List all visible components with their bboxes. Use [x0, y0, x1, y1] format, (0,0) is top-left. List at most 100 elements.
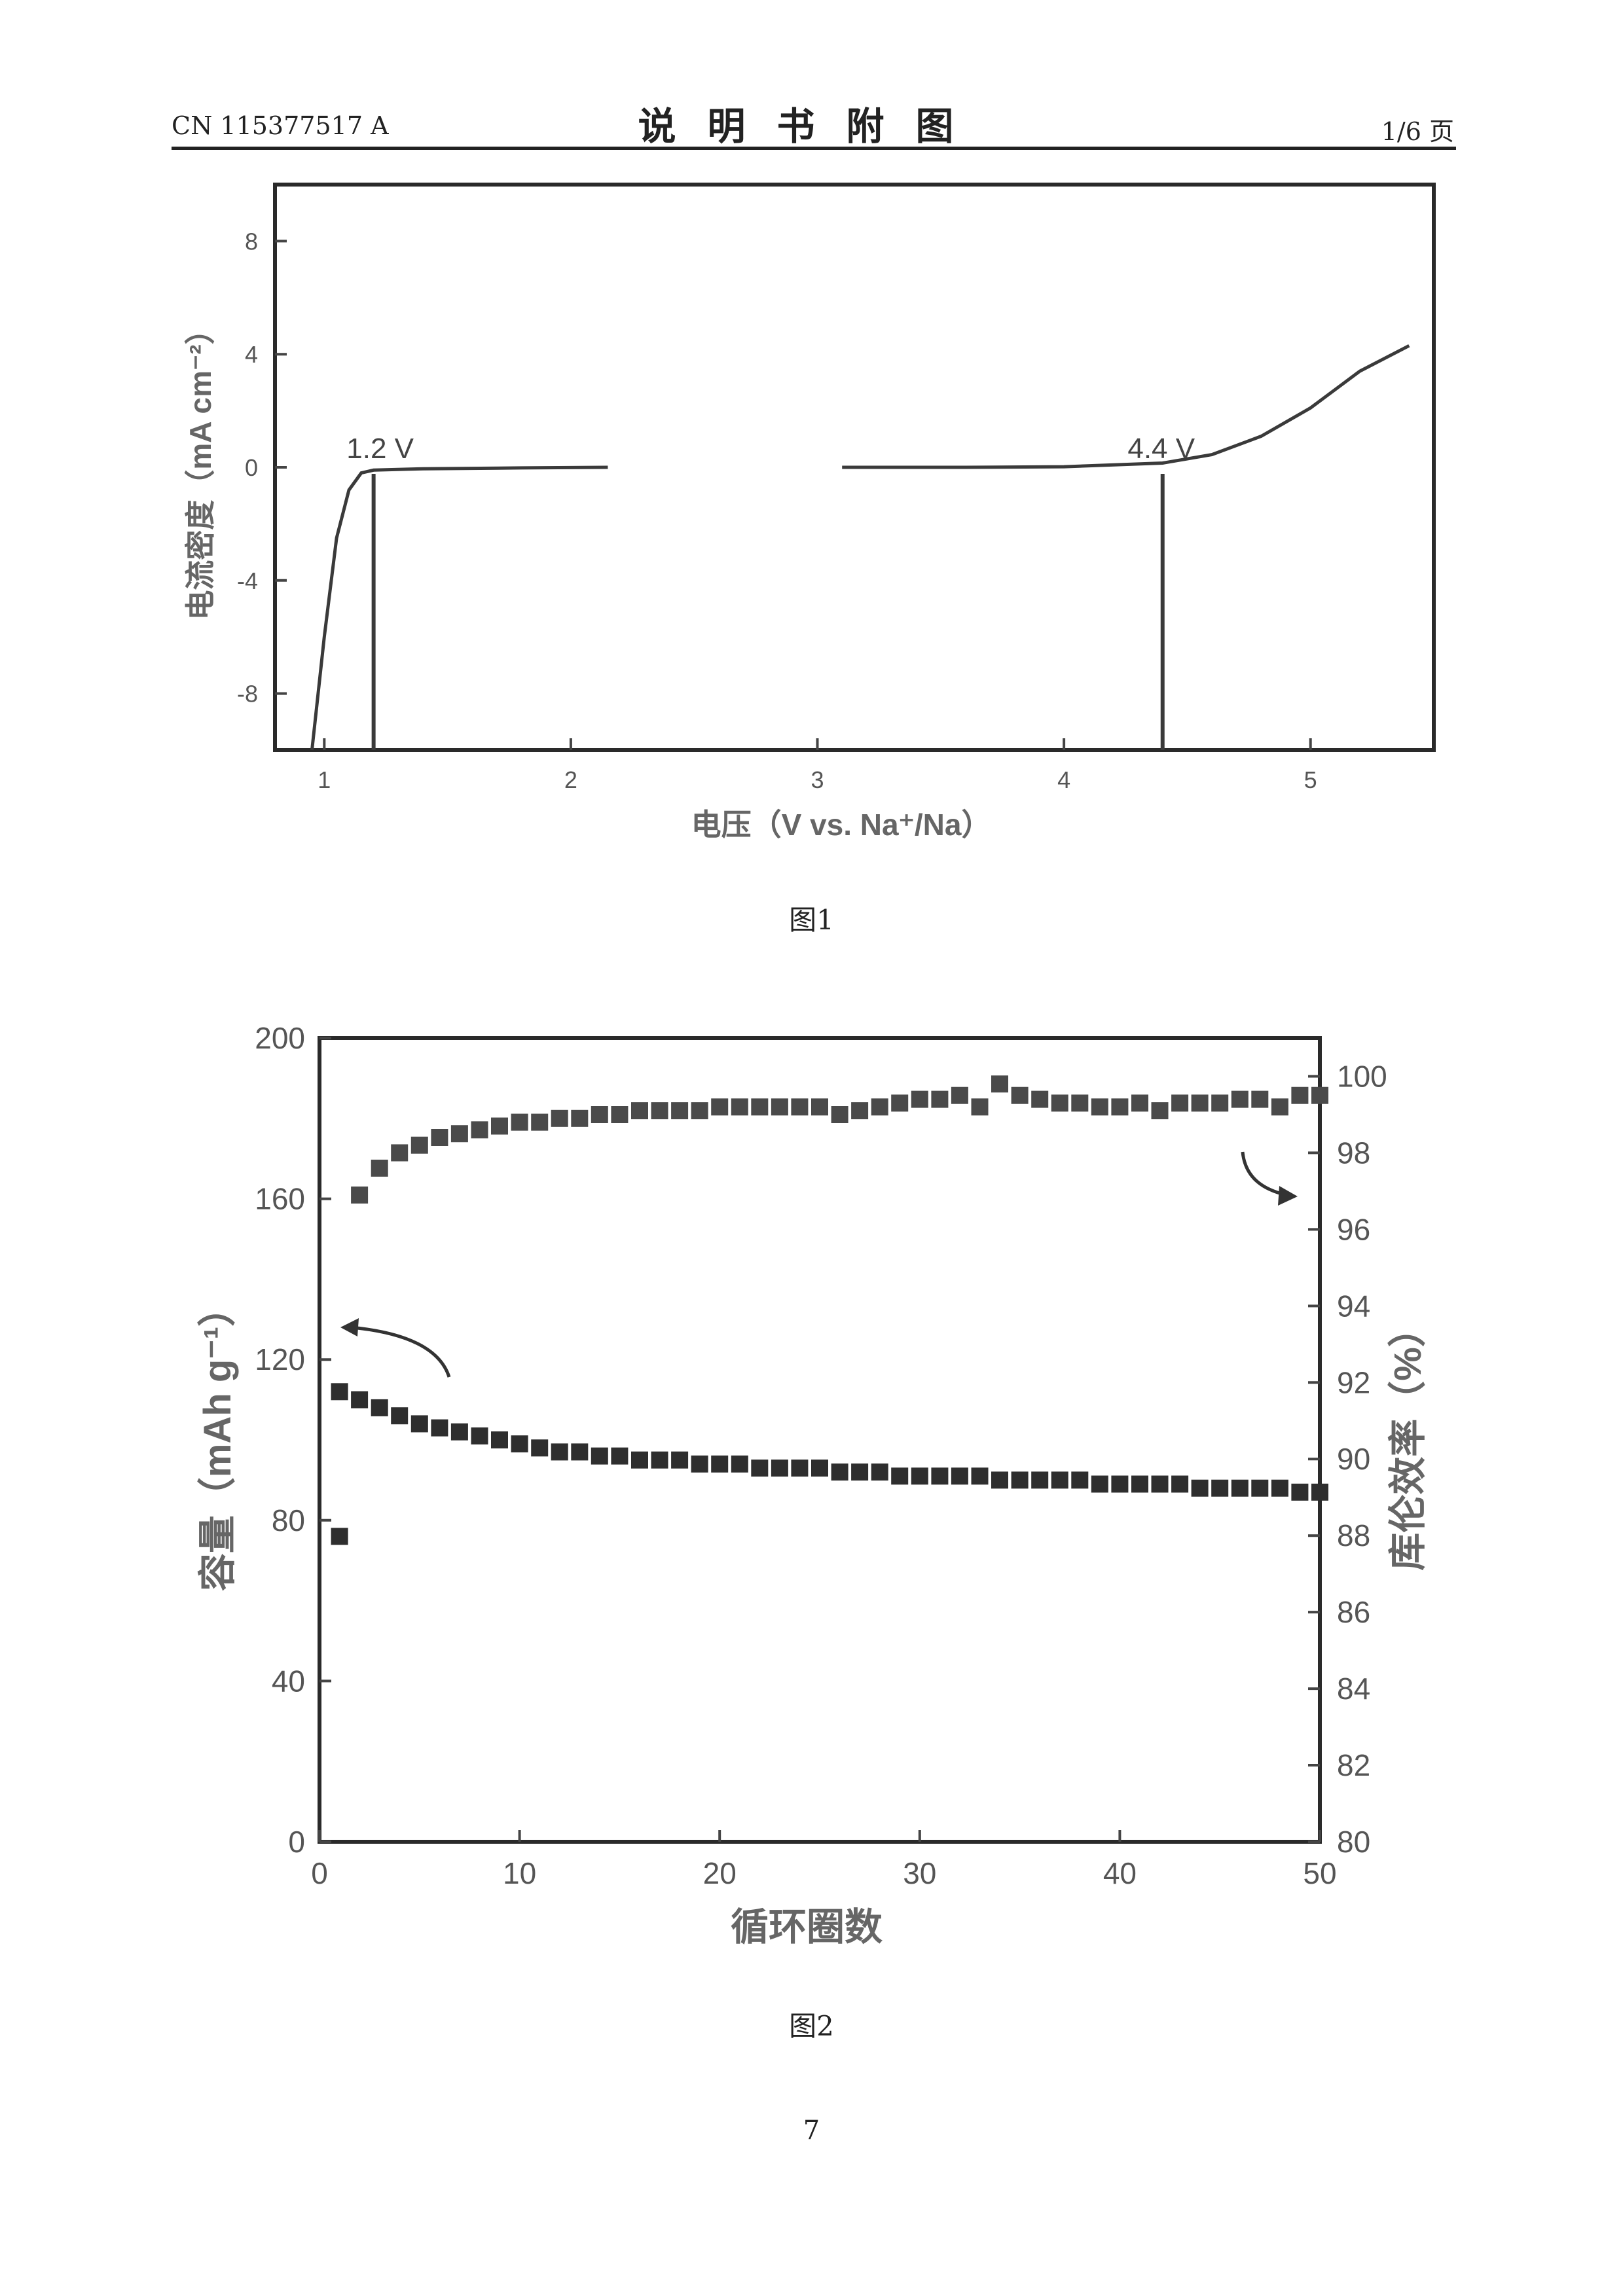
fig2-x-axis-title: 循环圈数 [731, 1906, 883, 1948]
fig1-marker-label: 4.4 V [1127, 433, 1195, 465]
fig2-point [1291, 1483, 1309, 1501]
fig2-point [1071, 1094, 1089, 1112]
fig2-y2-tick-label: 88 [1337, 1518, 1370, 1552]
fig2-point [711, 1098, 729, 1116]
fig2-point [931, 1467, 949, 1485]
fig2-point [591, 1447, 608, 1465]
fig2-point [911, 1090, 928, 1108]
fig2-x-tick-label: 10 [503, 1856, 536, 1890]
fig2-plot-frame [318, 1036, 1322, 1844]
fig2-point [1211, 1479, 1229, 1497]
fig2-point [1231, 1090, 1249, 1108]
fig2-y2-tick-label: 98 [1337, 1136, 1370, 1170]
fig1-x-tick-label: 2 [564, 766, 577, 793]
fig2-point [1131, 1094, 1148, 1112]
fig2-point [911, 1467, 928, 1485]
fig2-point [671, 1102, 689, 1120]
fig2-point [811, 1460, 828, 1477]
fig2-y2-axis-title: 库伦效率（%） [1387, 1309, 1429, 1571]
fig2-point [651, 1102, 668, 1120]
fig2-y2-tick-label: 94 [1337, 1289, 1370, 1323]
fig2-point [971, 1467, 989, 1485]
fig2-point [1011, 1471, 1029, 1489]
fig1-y-axis-title: 电流密度（mA cm⁻²） [183, 314, 217, 620]
fig2-y2-tick-label: 86 [1337, 1595, 1370, 1629]
fig1-x-tick-label: 1 [318, 766, 331, 793]
fig2-point [611, 1447, 629, 1465]
fig2-point [991, 1075, 1008, 1093]
fig2-point [511, 1435, 528, 1453]
fig2-point [1111, 1475, 1129, 1493]
fig2-point [551, 1109, 568, 1127]
fig2-point [371, 1159, 388, 1177]
fig2-point [1031, 1090, 1049, 1108]
fig1-y-tick-label: -8 [237, 681, 258, 708]
fig2-y2-tick-label: 100 [1337, 1059, 1387, 1093]
fig2-point [651, 1451, 668, 1469]
fig2-point [991, 1471, 1008, 1489]
fig2-point [471, 1121, 488, 1139]
fig2-point [871, 1463, 888, 1481]
fig2-point [691, 1455, 708, 1473]
fig2-point [1271, 1479, 1288, 1497]
page-number: 7 [803, 2115, 820, 2145]
fig1-series-line-2 [842, 344, 1410, 469]
fig1-y-tick-label: 8 [245, 228, 258, 255]
fig2-point [511, 1113, 528, 1131]
figure-2-caption: 图2 [789, 2010, 834, 2042]
fig2-point [1151, 1102, 1169, 1120]
fig2-point [831, 1463, 848, 1481]
fig2-point [791, 1098, 809, 1116]
fig2-point [1051, 1094, 1068, 1112]
fig2-point [371, 1399, 388, 1416]
fig2-point [491, 1117, 508, 1135]
fig2-point [751, 1460, 769, 1477]
fig2-point [1231, 1479, 1249, 1497]
fig2-y2-tick-label: 90 [1337, 1442, 1370, 1476]
fig2-point [1251, 1479, 1269, 1497]
fig2-arrowhead-left [340, 1318, 359, 1336]
fig2-point [1071, 1471, 1089, 1489]
fig2-point [571, 1443, 589, 1461]
fig2-y-tick-label: 160 [255, 1182, 305, 1216]
fig2-point [1151, 1475, 1169, 1493]
fig2-point [1051, 1471, 1068, 1489]
fig2-point [871, 1098, 888, 1116]
fig2-point [551, 1443, 568, 1461]
fig2-point [631, 1451, 648, 1469]
fig2-point [1091, 1098, 1108, 1116]
fig2-y-axis-title: 容量（mAh g⁻¹） [196, 1289, 239, 1591]
fig2-x-tick-label: 0 [311, 1856, 328, 1890]
fig2-point [531, 1113, 549, 1131]
fig2-y-tick-label: 40 [272, 1664, 305, 1698]
fig2-point [791, 1460, 809, 1477]
fig2-point [410, 1136, 428, 1154]
figure-1-caption: 图1 [789, 904, 834, 936]
fig2-x-tick-label: 20 [703, 1856, 737, 1890]
fig2-y-tick-label: 0 [288, 1825, 305, 1859]
fig1-x-axis-title: 电压（V vs. Na⁺/Na） [691, 808, 992, 842]
fig2-point [351, 1186, 369, 1204]
fig2-point [891, 1094, 909, 1112]
fig2-point [1251, 1090, 1269, 1108]
fig2-y2-tick-label: 82 [1337, 1748, 1370, 1782]
fig2-point [631, 1102, 648, 1120]
fig2-point [811, 1098, 828, 1116]
fig2-point [591, 1106, 608, 1123]
figure-2-chart: 0 10 20 30 40 50 0 40 80 120 160 200 80 82 84 86 88 90 92 9… [196, 1021, 1429, 1948]
fig2-point [751, 1098, 769, 1116]
fig2-point [450, 1423, 468, 1441]
fig2-point [1171, 1475, 1189, 1493]
fig2-point [491, 1431, 508, 1448]
fig2-point [351, 1391, 369, 1408]
header-title: 说明书附图 [638, 104, 985, 149]
fig2-point [771, 1460, 788, 1477]
fig1-x-tick-label: 3 [811, 766, 824, 793]
fig2-y-tick-label: 200 [255, 1021, 305, 1055]
fig2-point [1311, 1483, 1328, 1501]
fig2-point [431, 1129, 448, 1146]
fig2-point [851, 1102, 869, 1120]
fig2-point [1011, 1086, 1029, 1104]
fig2-point [331, 1528, 348, 1545]
header-page-index: 1/6 页 [1381, 117, 1454, 146]
